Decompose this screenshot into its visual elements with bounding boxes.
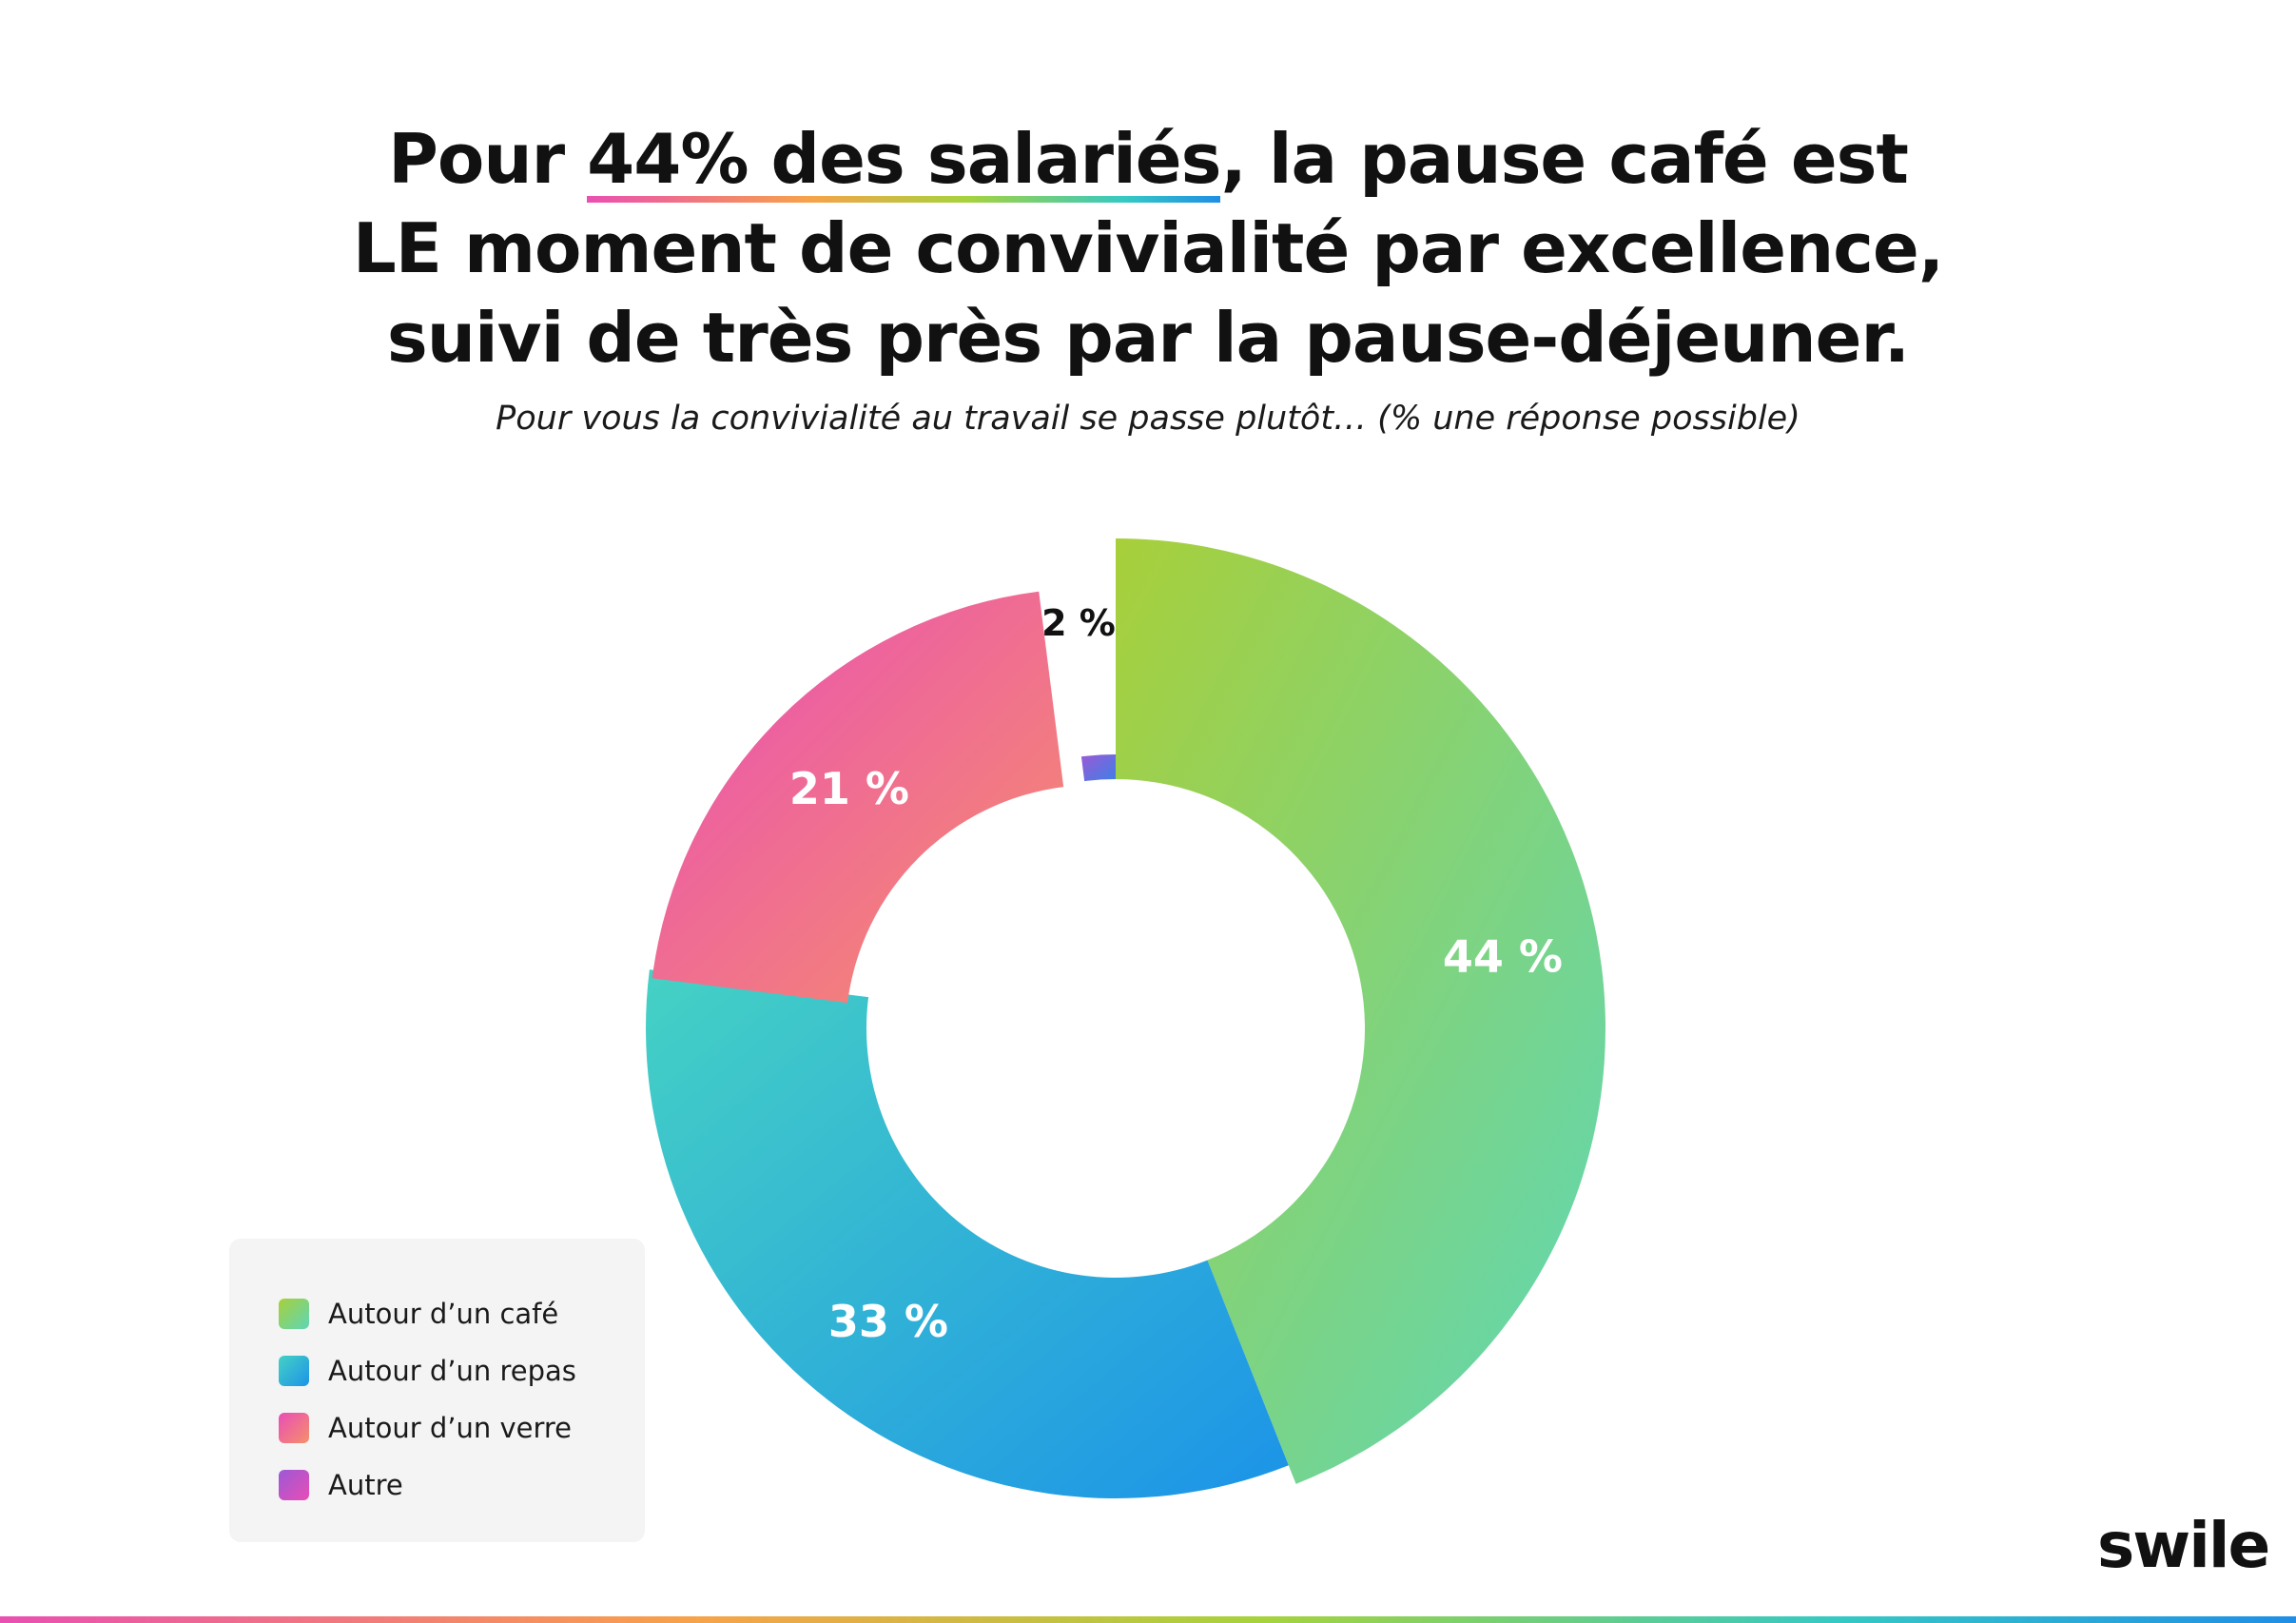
headline-highlight: 44% des salariés xyxy=(587,114,1221,204)
data-label: 21 % xyxy=(789,763,909,814)
headline-line-1: Pour 44% des salariés, la pause café est xyxy=(197,114,2099,204)
slice-autre xyxy=(1080,754,1116,782)
legend-item-autre: Autre xyxy=(229,1457,645,1514)
legend-item-repas: Autour d’un repas xyxy=(229,1342,645,1399)
legend-item-cafe: Autour d’un café xyxy=(229,1285,645,1342)
legend-swatch xyxy=(279,1413,309,1443)
headline-prefix: Pour xyxy=(388,119,588,199)
slice-cafe xyxy=(1116,538,1605,1484)
headline-line-2: LE moment de convivialité par excellence… xyxy=(352,208,1944,288)
legend: Autour d’un café Autour d’un repas Autou… xyxy=(229,1239,645,1542)
swile-logo: swile xyxy=(2097,1509,2270,1582)
legend-label: Autour d’un repas xyxy=(328,1355,576,1387)
chart-subtitle: Pour vous la convivialité au travail se … xyxy=(496,400,1800,438)
legend-swatch xyxy=(279,1356,309,1386)
headline: Pour 44% des salariés, la pause café est… xyxy=(197,114,2099,382)
legend-swatch xyxy=(279,1470,309,1500)
gradient-bottom-bar xyxy=(0,1616,2296,1623)
legend-label: Autour d’un café xyxy=(328,1298,559,1330)
headline-rest: , la pause café est xyxy=(1220,119,1908,199)
data-label: 33 % xyxy=(828,1296,948,1347)
legend-label: Autre xyxy=(328,1469,403,1501)
slice-repas xyxy=(646,969,1289,1498)
data-label: 44 % xyxy=(1443,931,1563,983)
legend-label: Autour d’un verre xyxy=(328,1412,573,1444)
legend-item-verre: Autour d’un verre xyxy=(229,1399,645,1457)
slice-verre xyxy=(652,591,1064,1004)
headline-line-3: suivi de très près par la pause-déjeuner… xyxy=(386,298,1910,378)
data-label: 2 % xyxy=(1041,602,1116,644)
legend-swatch xyxy=(279,1299,309,1329)
